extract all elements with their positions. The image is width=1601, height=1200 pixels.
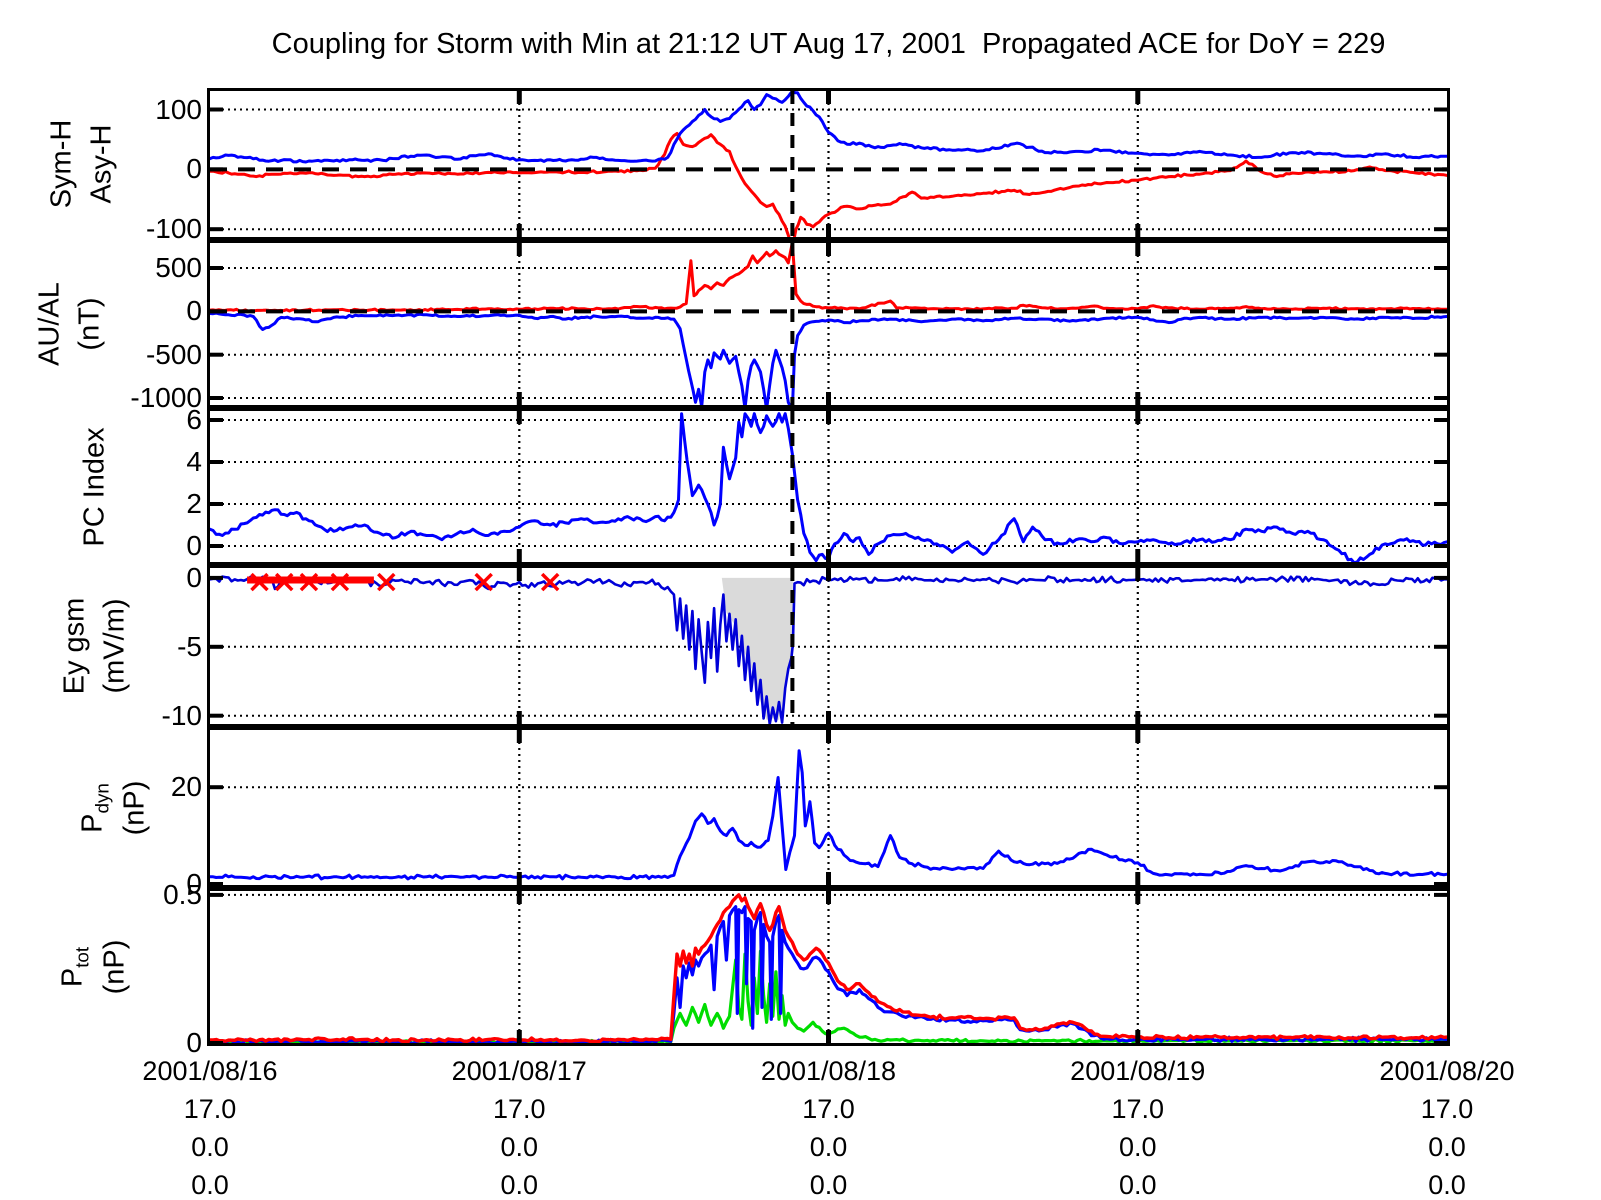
y-tick-label: 4	[186, 446, 202, 478]
flag-x-icon	[540, 572, 560, 592]
y-tick-label: -500	[145, 338, 202, 370]
y-tick-label: -5	[177, 630, 202, 662]
panel-au-al	[207, 240, 1450, 408]
series-pdyn	[210, 749, 1447, 881]
plot-area-pc-index	[210, 411, 1447, 562]
y-tick-label: 6	[186, 404, 202, 436]
series-ey	[210, 575, 1447, 724]
series-sym-h	[210, 132, 1447, 237]
x-tick-row: 17.0	[1111, 1094, 1165, 1124]
x-tick-row: 17.0	[183, 1094, 237, 1124]
plot-area-au-al	[210, 243, 1447, 405]
x-tick-row: 0.0	[1118, 1170, 1157, 1200]
plot-area-ptot	[210, 891, 1447, 1043]
y-axis-label: Sym-H	[45, 119, 78, 209]
y-tick-label: 0	[186, 1027, 202, 1058]
plot-area-pdyn	[210, 730, 1447, 885]
x-tick-row: 17.0	[1420, 1094, 1474, 1124]
x-tick-date: 2001/08/18	[760, 1056, 897, 1086]
shaded-region	[721, 577, 793, 720]
x-tick-row: 17.0	[802, 1094, 855, 1124]
y-axis-label: AU/AL	[33, 282, 66, 366]
flag-x-icon	[377, 572, 396, 592]
x-tick-row: 0.0	[1428, 1170, 1466, 1200]
series-ptot-red	[210, 893, 1447, 1043]
panel-ey-gsm	[207, 565, 1450, 727]
series-al	[210, 311, 1447, 405]
x-tick-row: 0.0	[500, 1170, 539, 1200]
x-tick-row: 0.0	[191, 1132, 229, 1162]
y-tick-label: -1000	[130, 381, 202, 413]
y-axis-label: Pdyn	[76, 782, 113, 833]
y-axis-label: (mV/m)	[98, 598, 131, 694]
y-tick-label: 0	[186, 561, 202, 593]
y-tick-label: 0	[186, 530, 202, 562]
plot-area-symh-asyh	[210, 91, 1447, 237]
y-tick-label: 500	[155, 252, 202, 284]
y-axis-label: (nP)	[118, 780, 151, 835]
x-tick-date: 2001/08/19	[1070, 1056, 1206, 1086]
flag-x-icon	[250, 572, 269, 592]
x-tick-row: 0.0	[809, 1132, 848, 1162]
y-axis-label: Asy-H	[85, 124, 118, 204]
series-asy-h	[210, 91, 1447, 164]
y-axis-label: (nT)	[73, 297, 106, 351]
y-tick-label: -100	[145, 213, 202, 245]
plot-area-ey-gsm	[210, 568, 1447, 724]
y-axis-label: (nP)	[98, 939, 131, 995]
x-tick-row: 0.0	[809, 1170, 848, 1200]
x-tick-row: 0.0	[1118, 1132, 1157, 1162]
x-tick-row: 0.0	[500, 1132, 539, 1162]
y-tick-label: -10	[161, 699, 202, 731]
flag-x-icon	[330, 572, 350, 592]
y-axis-label: PC Index	[78, 426, 111, 547]
y-tick-label: 2	[186, 488, 202, 520]
flag-x-icon	[299, 572, 319, 592]
x-tick-date: 2001/08/16	[142, 1056, 278, 1086]
y-tick-label: 20	[170, 771, 202, 803]
x-tick-date: 2001/08/17	[451, 1056, 587, 1086]
y-axis-label: Ptot	[56, 946, 93, 988]
flag-x-icon	[474, 572, 493, 592]
y-tick-label: 0	[186, 295, 202, 327]
flag-x-icon	[274, 572, 294, 592]
panel-symh-asyh	[207, 88, 1450, 240]
x-tick-row: 0.0	[1428, 1132, 1466, 1162]
y-tick-label: 0	[186, 868, 202, 900]
chart-title: Coupling for Storm with Min at 21:12 UT …	[271, 28, 1386, 60]
x-tick-row: 0.0	[191, 1170, 229, 1200]
panel-pc-index	[207, 408, 1450, 565]
y-tick-label: 0	[186, 153, 202, 185]
y-axis-label: Ey gsm	[58, 597, 91, 695]
y-tick-label: 100	[155, 93, 202, 125]
x-tick-date: 2001/08/20	[1379, 1056, 1515, 1086]
y-tick-label: 0.5	[163, 878, 202, 910]
panel-pdyn	[207, 727, 1450, 888]
panel-ptot	[207, 888, 1450, 1046]
x-tick-row: 17.0	[492, 1094, 546, 1124]
